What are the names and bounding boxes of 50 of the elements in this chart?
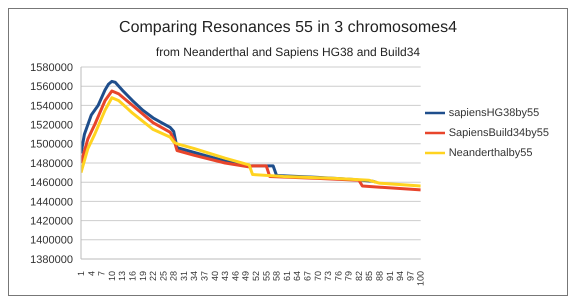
- x-tick-label: 22: [148, 271, 158, 282]
- y-tick-label: 1400000: [30, 234, 73, 247]
- x-tick-label: 10: [106, 271, 117, 282]
- y-tick-label: 1380000: [30, 254, 73, 266]
- y-tick-label: 1460000: [30, 177, 73, 190]
- x-tick-label: 25: [158, 271, 168, 282]
- x-tick-label: 73: [323, 271, 334, 282]
- x-tick-label: 55: [261, 271, 272, 282]
- x-tick-label: 19: [138, 271, 148, 282]
- x-tick-label: 34: [189, 271, 200, 282]
- x-tick-label: 88: [374, 271, 385, 282]
- x-tick-label: 100: [416, 271, 426, 286]
- chart-title: Comparing Resonances 55 in 3 chromosomes4: [118, 19, 458, 37]
- x-tick-label: 64: [292, 271, 302, 282]
- x-tick-label: 4: [86, 271, 96, 276]
- y-tick-label: 1500000: [30, 138, 73, 151]
- y-tick-label: 1480000: [30, 158, 73, 170]
- y-tick-label: 1440000: [30, 196, 73, 208]
- x-tick-label: 82: [354, 271, 364, 282]
- chart-subtitle: from Neanderthal and Sapiens HG38 and Build34: [154, 45, 422, 59]
- legend-label: Neanderthalby55: [448, 146, 532, 159]
- x-tick-label: 67: [302, 271, 312, 282]
- y-tick-label: 1520000: [30, 120, 73, 132]
- y-tick-label: 1540000: [30, 100, 73, 112]
- x-tick-label: 76: [333, 271, 344, 282]
- y-tick-label: 1420000: [30, 216, 73, 228]
- x-tick-label: 70: [312, 271, 323, 282]
- y-tick-label: 1580000: [30, 62, 73, 74]
- x-tick-label: 61: [282, 271, 292, 282]
- x-tick-label: 46: [230, 271, 240, 282]
- x-tick-label: 7: [96, 271, 107, 276]
- x-tick-label: 31: [178, 271, 189, 282]
- x-tick-label: 40: [210, 271, 220, 282]
- x-tick-label: 79: [344, 271, 354, 282]
- x-tick-label: 1: [76, 271, 86, 276]
- x-tick-label: 43: [220, 271, 230, 282]
- x-tick-label: 52: [250, 271, 261, 282]
- x-tick-label: 49: [240, 271, 251, 282]
- y-tick-label: 1560000: [30, 81, 73, 94]
- x-tick-label: 16: [127, 271, 138, 282]
- legend-label: sapiensHG38by55: [448, 106, 540, 119]
- x-tick-label: 28: [168, 271, 179, 282]
- x-tick-label: 37: [200, 271, 210, 282]
- x-tick-label: 85: [364, 271, 374, 282]
- x-tick-label: 97: [405, 271, 416, 282]
- x-tick-label: 94: [395, 271, 406, 282]
- x-tick-label: 91: [384, 271, 395, 282]
- x-tick-label: 58: [272, 271, 282, 282]
- legend-label: SapiensBuild34by55: [448, 126, 549, 139]
- x-tick-label: 13: [117, 271, 128, 282]
